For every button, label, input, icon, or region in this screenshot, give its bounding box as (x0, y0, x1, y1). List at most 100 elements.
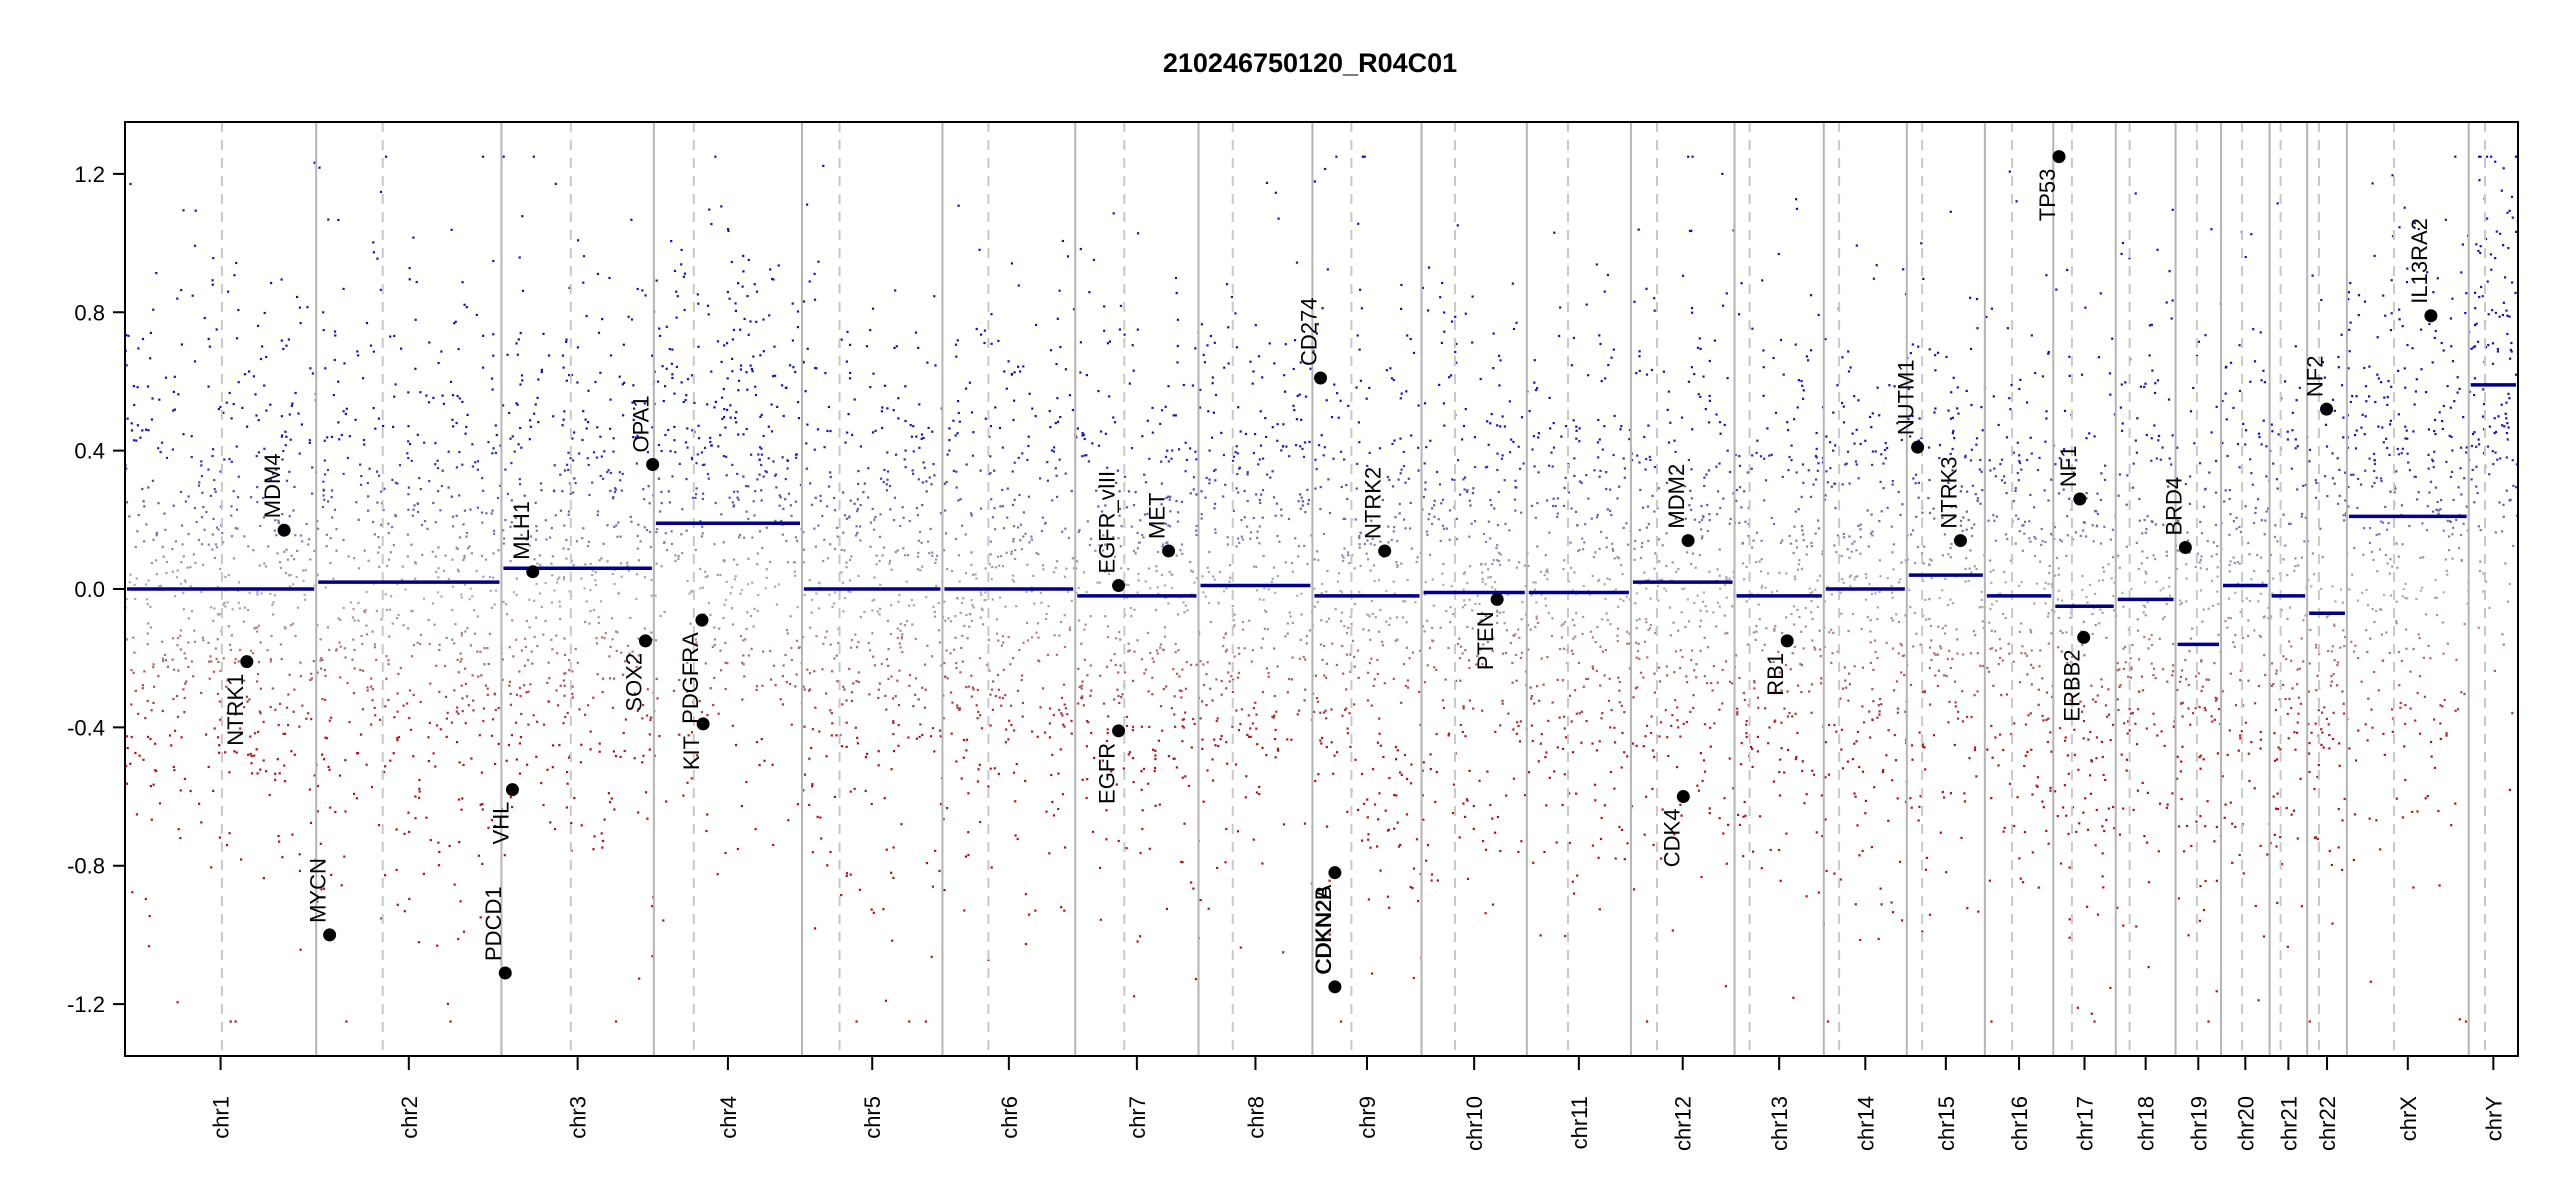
probe-point (460, 596, 463, 599)
probe-point (328, 719, 331, 722)
probe-point (1464, 735, 1467, 738)
probe-point (515, 342, 518, 345)
probe-point (1345, 688, 1348, 691)
probe-point (473, 632, 477, 635)
probe-point (1198, 406, 1202, 409)
probe-point (1462, 572, 1465, 575)
probe-point (460, 634, 463, 637)
probe-point (1598, 438, 1601, 441)
probe-point (561, 354, 564, 357)
probe-point (1215, 719, 1218, 723)
probe-point (565, 538, 568, 541)
probe-point (726, 662, 729, 665)
probe-point (308, 441, 311, 445)
probe-point (150, 709, 153, 712)
probe-point (944, 509, 947, 512)
probe-point (904, 449, 907, 452)
probe-point (1548, 776, 1551, 779)
probe-point (1379, 744, 1382, 747)
probe-point (1251, 382, 1254, 385)
probe-point (1448, 509, 1452, 512)
probe-point (1651, 787, 1654, 790)
probe-point (1123, 333, 1126, 336)
probe-point (507, 744, 511, 747)
probe-point (1020, 548, 1023, 551)
probe-point (1151, 431, 1154, 434)
probe-point (1687, 155, 1690, 158)
probe-point (469, 587, 472, 590)
probe-point (976, 717, 979, 720)
probe-point (1619, 598, 1622, 601)
probe-point (943, 889, 946, 892)
probe-point (515, 758, 518, 761)
probe-point (943, 600, 946, 603)
probe-point (316, 573, 319, 576)
probe-point (1618, 825, 1621, 829)
probe-point (868, 649, 872, 652)
probe-point (568, 659, 571, 662)
probe-point (609, 645, 612, 648)
probe-point (1797, 563, 1800, 566)
probe-point (1395, 794, 1398, 797)
probe-point (735, 744, 738, 747)
probe-point (1358, 546, 1361, 549)
probe-point (1764, 707, 1767, 710)
probe-point (789, 615, 792, 618)
probe-point (1367, 898, 1370, 901)
probe-point (1313, 180, 1316, 183)
probe-point (1723, 423, 1726, 427)
probe-point (1423, 593, 1426, 596)
probe-point (419, 642, 422, 646)
probe-point (816, 815, 819, 818)
probe-point (288, 470, 291, 473)
probe-point (1667, 390, 1670, 393)
probe-point (406, 452, 409, 455)
probe-point (1450, 374, 1453, 377)
probe-point (308, 538, 311, 541)
probe-point (1548, 464, 1551, 467)
probe-point (1503, 425, 1506, 428)
probe-point (207, 337, 210, 340)
probe-point (1252, 517, 1255, 520)
probe-point (230, 535, 234, 538)
probe-point (1676, 469, 1679, 472)
probe-point (453, 642, 456, 645)
probe-point (324, 736, 327, 739)
probe-point (970, 674, 973, 677)
probe-point (397, 736, 401, 739)
probe-point (890, 871, 893, 874)
probe-point (1261, 489, 1265, 492)
probe-point (1493, 507, 1496, 510)
probe-point (1223, 590, 1226, 593)
probe-point (1141, 809, 1144, 812)
probe-point (290, 554, 293, 557)
probe-point (859, 445, 862, 448)
probe-point (1513, 498, 1516, 501)
probe-point (1436, 879, 1439, 882)
probe-point (1462, 802, 1465, 805)
probe-point (321, 698, 324, 701)
probe-point (1635, 372, 1638, 375)
probe-point (722, 617, 725, 620)
probe-point (1117, 694, 1120, 698)
probe-point (1563, 773, 1566, 776)
probe-point (149, 626, 152, 629)
probe-point (1708, 807, 1711, 810)
probe-point (459, 652, 462, 655)
probe-point (1399, 472, 1402, 475)
probe-point (241, 406, 244, 409)
probe-point (784, 498, 787, 501)
probe-point (1417, 469, 1420, 472)
probe-point (1366, 671, 1370, 674)
probe-point (479, 650, 482, 653)
probe-point (407, 508, 410, 511)
probe-point (589, 610, 592, 613)
probe-point (751, 536, 754, 539)
probe-point (1366, 464, 1369, 467)
probe-point (1628, 632, 1631, 635)
probe-point (694, 638, 697, 641)
probe-point (149, 605, 152, 609)
probe-point (822, 164, 825, 167)
probe-point (574, 482, 577, 485)
probe-point (1186, 609, 1189, 612)
